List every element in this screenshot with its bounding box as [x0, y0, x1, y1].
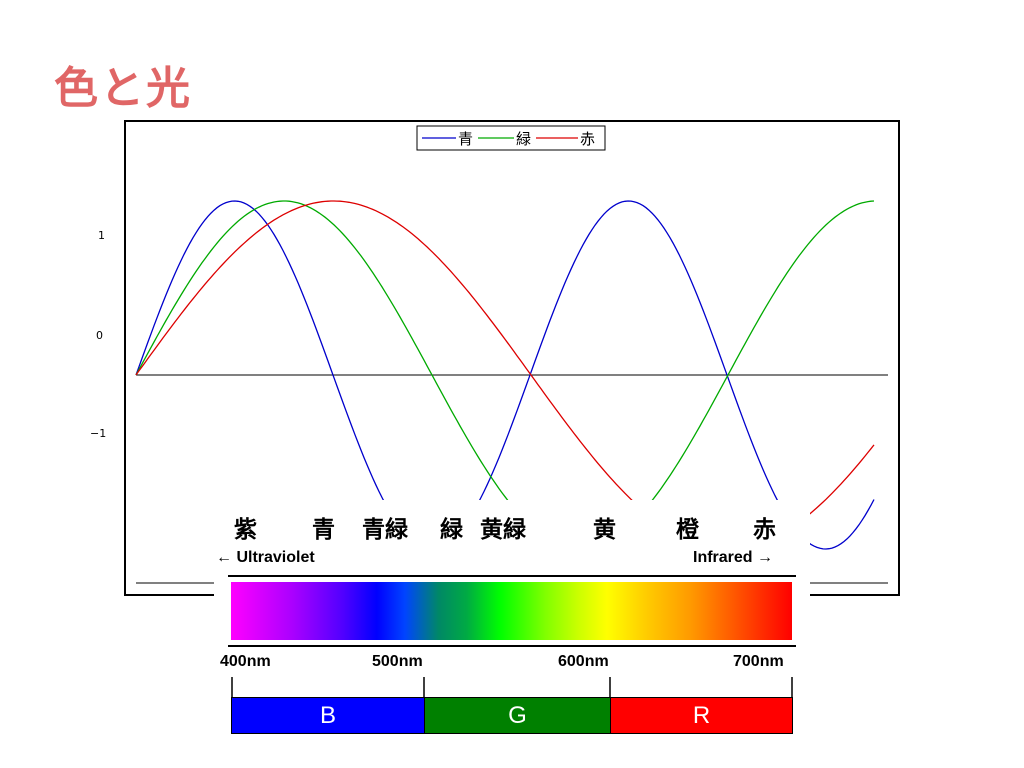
y-tick-label: 0: [96, 329, 103, 342]
series-blue-line: [135, 200, 875, 550]
color-name-label: 青緑: [362, 516, 408, 543]
visible-spectrum-bar: [231, 582, 792, 640]
wavelength-label: 400nm: [220, 653, 271, 670]
legend-label-blue: 青: [458, 130, 473, 148]
color-name-label: 赤: [753, 516, 776, 543]
band-green: G: [424, 697, 611, 734]
color-name-label: 黄緑: [480, 516, 526, 543]
infrared-label: Infrared →: [693, 549, 774, 566]
wavelength-label: 600nm: [558, 653, 609, 670]
legend: 青 緑 赤: [416, 125, 606, 151]
color-name-label: 緑: [440, 516, 463, 543]
slide-title: 色と光: [54, 63, 192, 114]
color-name-label: 紫: [234, 516, 257, 543]
y-tick-label: 1: [98, 229, 105, 242]
ultraviolet-label: ← Ultraviolet: [216, 549, 315, 566]
legend-label-red: 赤: [580, 130, 595, 148]
color-name-label: 黄: [593, 516, 616, 543]
band-blue: B: [231, 697, 425, 734]
series-green-line: [135, 200, 875, 550]
color-name-label: 橙: [676, 516, 699, 543]
band-red: R: [610, 697, 793, 734]
y-tick-label: −1: [90, 427, 107, 440]
legend-label-green: 緑: [516, 130, 531, 148]
color-name-label: 青: [312, 516, 335, 543]
wavelength-label: 500nm: [372, 653, 423, 670]
wavelength-label: 700nm: [733, 653, 784, 670]
